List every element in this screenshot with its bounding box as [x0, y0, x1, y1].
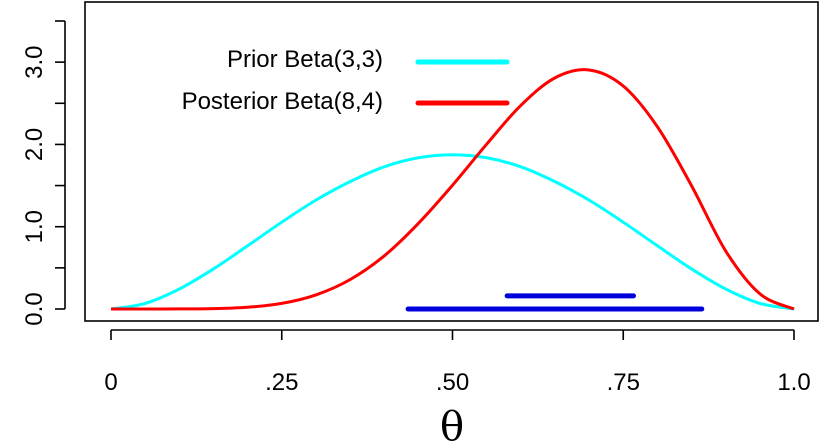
x-tick-label: 1.0 — [777, 369, 810, 396]
legend-label-prior: Prior Beta(3,3) — [227, 46, 383, 73]
y-tick-label: 1.0 — [21, 210, 48, 243]
y-tick-label: 3.0 — [21, 45, 48, 78]
x-axis: 0 .25 .50 .75 1.0 — [104, 329, 811, 396]
y-tick-label: 0.0 — [21, 292, 48, 325]
x-tick-label: 0 — [104, 369, 117, 396]
legend-label-posterior: Posterior Beta(8,4) — [182, 88, 383, 115]
x-tick-label: .75 — [607, 369, 640, 396]
x-axis-title: θ — [440, 404, 464, 446]
x-tick-label: .50 — [436, 369, 469, 396]
series-line-prior — [110, 153, 795, 311]
x-tick-label: .25 — [265, 369, 298, 396]
y-axis: 0.0 1.0 2.0 3.0 — [21, 20, 66, 326]
plot-frame — [84, 1, 819, 322]
credible-intervals — [405, 293, 705, 312]
legend: Prior Beta(3,3) Posterior Beta(8,4) — [182, 46, 510, 115]
y-tick-label: 2.0 — [21, 128, 48, 161]
series-line-posterior — [110, 68, 795, 311]
density-curves — [110, 68, 795, 311]
